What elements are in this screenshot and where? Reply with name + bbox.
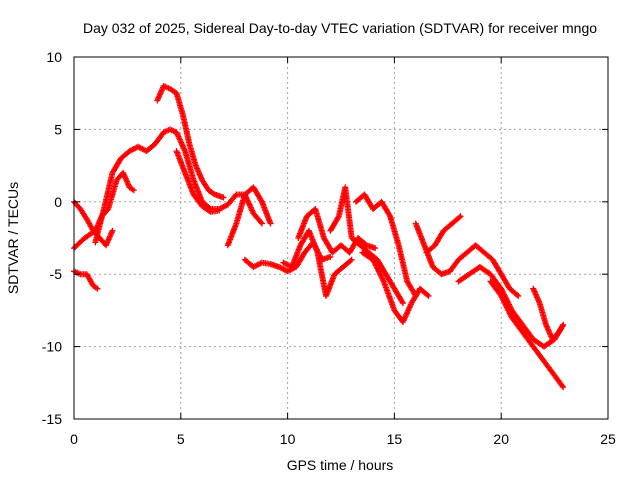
series-track-5 bbox=[154, 82, 227, 201]
data-point bbox=[216, 207, 223, 214]
data-point bbox=[220, 194, 227, 201]
series-track-6 bbox=[173, 148, 223, 215]
data-point bbox=[386, 211, 393, 218]
series-track-9 bbox=[280, 227, 355, 299]
data-point bbox=[232, 192, 239, 199]
data-point bbox=[560, 321, 567, 328]
x-tick-label: 0 bbox=[70, 431, 78, 447]
data-point bbox=[560, 384, 567, 391]
data-point bbox=[130, 187, 137, 194]
x-tick-label: 5 bbox=[177, 431, 185, 447]
y-axis-label: SDTVAR / TECUs bbox=[5, 182, 21, 294]
x-tick-label: 25 bbox=[600, 431, 616, 447]
series-track-13 bbox=[359, 249, 432, 325]
data-point bbox=[456, 214, 463, 221]
series-track-4 bbox=[92, 126, 265, 246]
axis-ticks: 0 5 10 15 20 25 -15 -10 -5 0 5 10 bbox=[42, 49, 616, 447]
y-tick-label: 0 bbox=[54, 194, 62, 210]
data-point bbox=[258, 197, 265, 204]
data-point bbox=[424, 291, 431, 298]
x-tick-label: 20 bbox=[493, 431, 509, 447]
data-point bbox=[257, 219, 264, 226]
data-point bbox=[514, 291, 521, 298]
data-points bbox=[71, 82, 567, 391]
chart-title: Day 032 of 2025, Sidereal Day-to-day VTE… bbox=[83, 20, 597, 36]
x-tick-label: 15 bbox=[387, 431, 403, 447]
data-point bbox=[335, 214, 342, 221]
plot-frame bbox=[73, 56, 609, 420]
data-point bbox=[399, 298, 406, 305]
series-track-17 bbox=[487, 278, 567, 391]
series-track-18 bbox=[530, 285, 567, 343]
series-track-7 bbox=[224, 184, 274, 249]
y-tick-label: -15 bbox=[42, 411, 62, 427]
data-point bbox=[399, 300, 406, 307]
y-tick-label: 5 bbox=[54, 121, 62, 137]
series-track-15 bbox=[423, 213, 464, 256]
data-point bbox=[348, 256, 355, 263]
x-tick-label: 10 bbox=[280, 431, 296, 447]
data-point bbox=[457, 213, 464, 220]
data-point bbox=[372, 245, 379, 252]
x-axis-label: GPS time / hours bbox=[287, 457, 394, 473]
y-tick-label: 10 bbox=[46, 49, 62, 65]
data-point bbox=[515, 292, 522, 299]
y-tick-label: -5 bbox=[50, 266, 63, 282]
data-point bbox=[327, 253, 334, 260]
y-tick-label: -10 bbox=[42, 339, 62, 355]
data-point bbox=[258, 220, 265, 227]
data-point bbox=[425, 292, 432, 299]
data-point bbox=[267, 220, 274, 227]
data-point bbox=[94, 285, 101, 292]
data-point bbox=[559, 382, 566, 389]
data-point bbox=[109, 227, 116, 234]
data-point bbox=[347, 257, 354, 264]
